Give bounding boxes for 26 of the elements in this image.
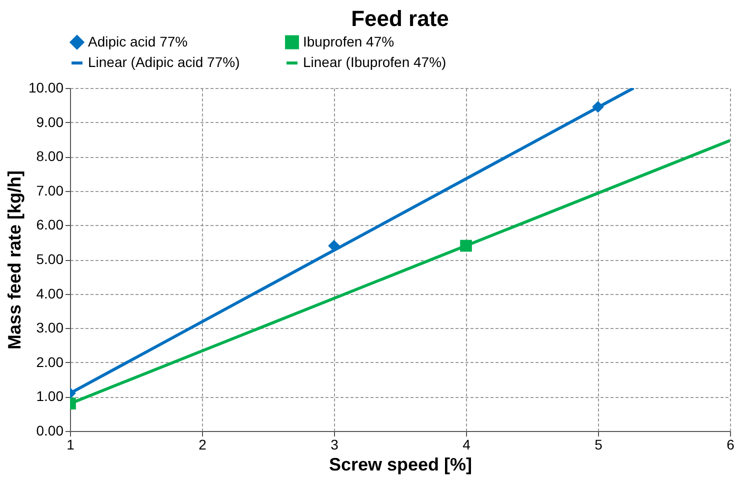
x-tick-label: 6: [726, 436, 735, 452]
y-tick-label: 8.00: [36, 148, 64, 164]
y-tick-label: 10.00: [28, 80, 64, 96]
legend-label: Adipic acid 77%: [88, 33, 188, 50]
legend-label: Linear (Ibuprofen 47%): [303, 54, 446, 70]
y-tick-label: 6.00: [36, 216, 64, 233]
point: [592, 100, 604, 113]
x-axis-title: Screw speed [%]: [328, 454, 472, 474]
y-tick-label: 7.00: [36, 182, 64, 198]
legend-label: Ibuprofen 47%: [303, 33, 394, 50]
y-tick-label: 3.00: [36, 320, 64, 336]
x-tick-label: 2: [198, 436, 207, 452]
chart-title: Feed rate: [351, 6, 449, 31]
y-tick-label: 1.00: [36, 388, 64, 404]
x-tick-label: 4: [462, 436, 471, 452]
y-tick-label: 2.00: [36, 354, 64, 370]
y-tick-label: 0.00: [36, 422, 64, 438]
x-tick-label: 1: [66, 436, 75, 452]
y-tick-label: 9.00: [36, 114, 64, 130]
x-tick-label: 5: [594, 436, 603, 452]
x-tick-label: 3: [330, 436, 339, 452]
y-axis-title: Mass feed rate [kg/h]: [4, 170, 24, 350]
y-tick-label: 4.00: [36, 285, 64, 302]
point: [328, 240, 340, 252]
y-tick-label: 5.00: [36, 251, 64, 267]
legend-label: Linear (Adipic acid 77%): [88, 54, 240, 70]
